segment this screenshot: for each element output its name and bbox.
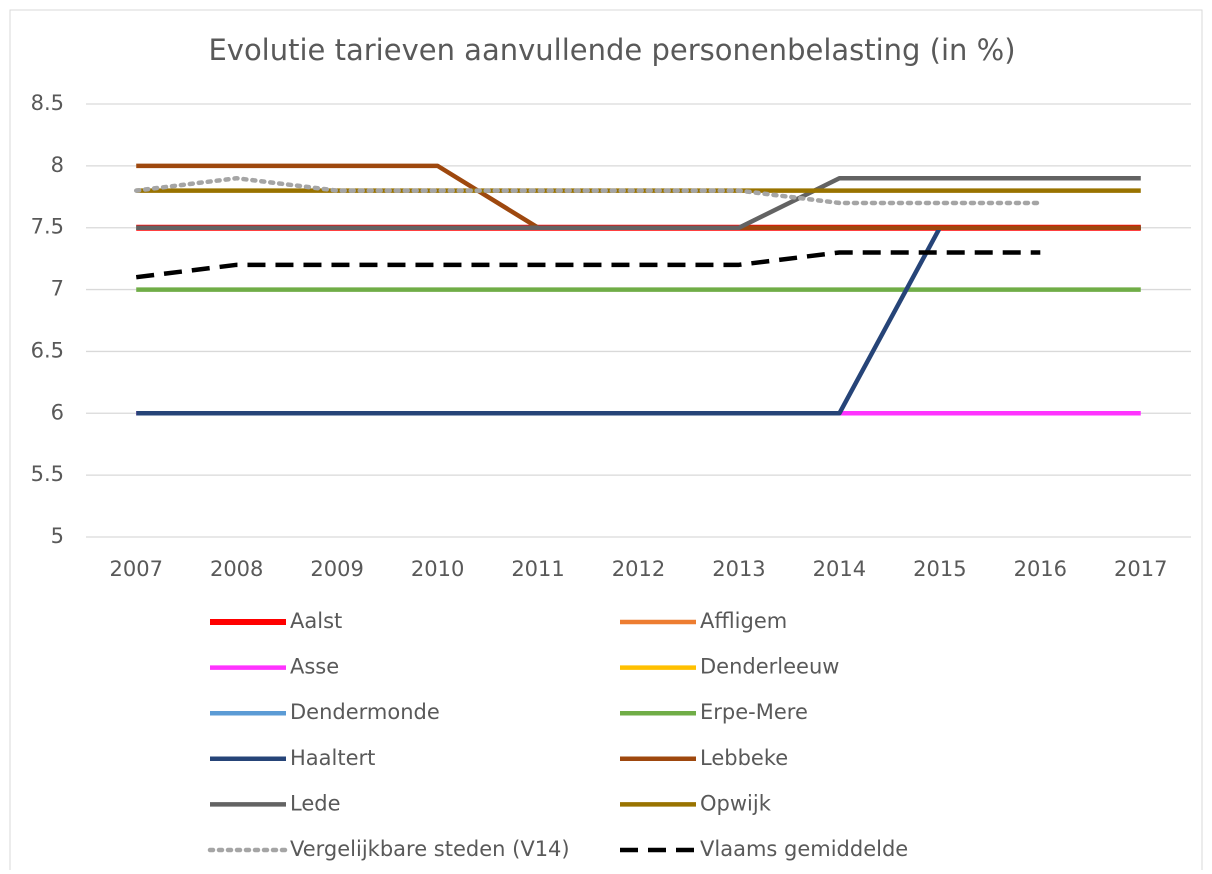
x-tick-label: 2014 xyxy=(813,557,866,581)
series-line xyxy=(136,225,1141,416)
series-line xyxy=(135,250,1041,280)
y-tick-label: 7.5 xyxy=(31,215,64,239)
series-line xyxy=(133,175,1043,206)
legend-label: Lede xyxy=(290,791,341,815)
y-tick-label: 8 xyxy=(51,153,64,177)
legend-label: Affligem xyxy=(700,609,787,633)
legend-label: Opwijk xyxy=(700,791,772,815)
y-tick-label: 5 xyxy=(51,524,64,548)
x-tick-label: 2009 xyxy=(310,557,363,581)
y-tick-label: 7 xyxy=(51,277,64,301)
legend-label: Haaltert xyxy=(290,746,375,770)
chart-title: Evolutie tarieven aanvullende personenbe… xyxy=(208,33,1015,67)
x-tick-label: 2012 xyxy=(612,557,665,581)
legend-label: Lebbeke xyxy=(700,746,788,770)
series-line xyxy=(136,175,1141,230)
x-tick-label: 2010 xyxy=(411,557,464,581)
y-tick-label: 6.5 xyxy=(31,338,64,362)
x-tick-label: 2015 xyxy=(913,557,966,581)
legend-label: Dendermonde xyxy=(290,700,440,724)
x-tick-label: 2013 xyxy=(712,557,765,581)
x-tick-label: 2016 xyxy=(1014,557,1067,581)
x-tick-label: 2011 xyxy=(511,557,564,581)
legend-label: Aalst xyxy=(290,609,342,633)
legend-label: Vlaams gemiddelde xyxy=(700,837,908,861)
legend-label: Denderleeuw xyxy=(700,655,839,679)
y-tick-label: 6 xyxy=(51,400,64,424)
y-tick-label: 5.5 xyxy=(31,462,64,486)
legend-label: Asse xyxy=(290,655,339,679)
chart-border xyxy=(9,9,1203,874)
x-tick-label: 2007 xyxy=(110,557,163,581)
x-tick-label: 2008 xyxy=(210,557,263,581)
series-line xyxy=(136,163,1141,230)
legend-label: Vergelijkbare steden (V14) xyxy=(290,837,570,861)
legend-label: Erpe-Mere xyxy=(700,700,808,724)
y-tick-label: 8.5 xyxy=(31,91,64,115)
x-tick-label: 2017 xyxy=(1114,557,1167,581)
